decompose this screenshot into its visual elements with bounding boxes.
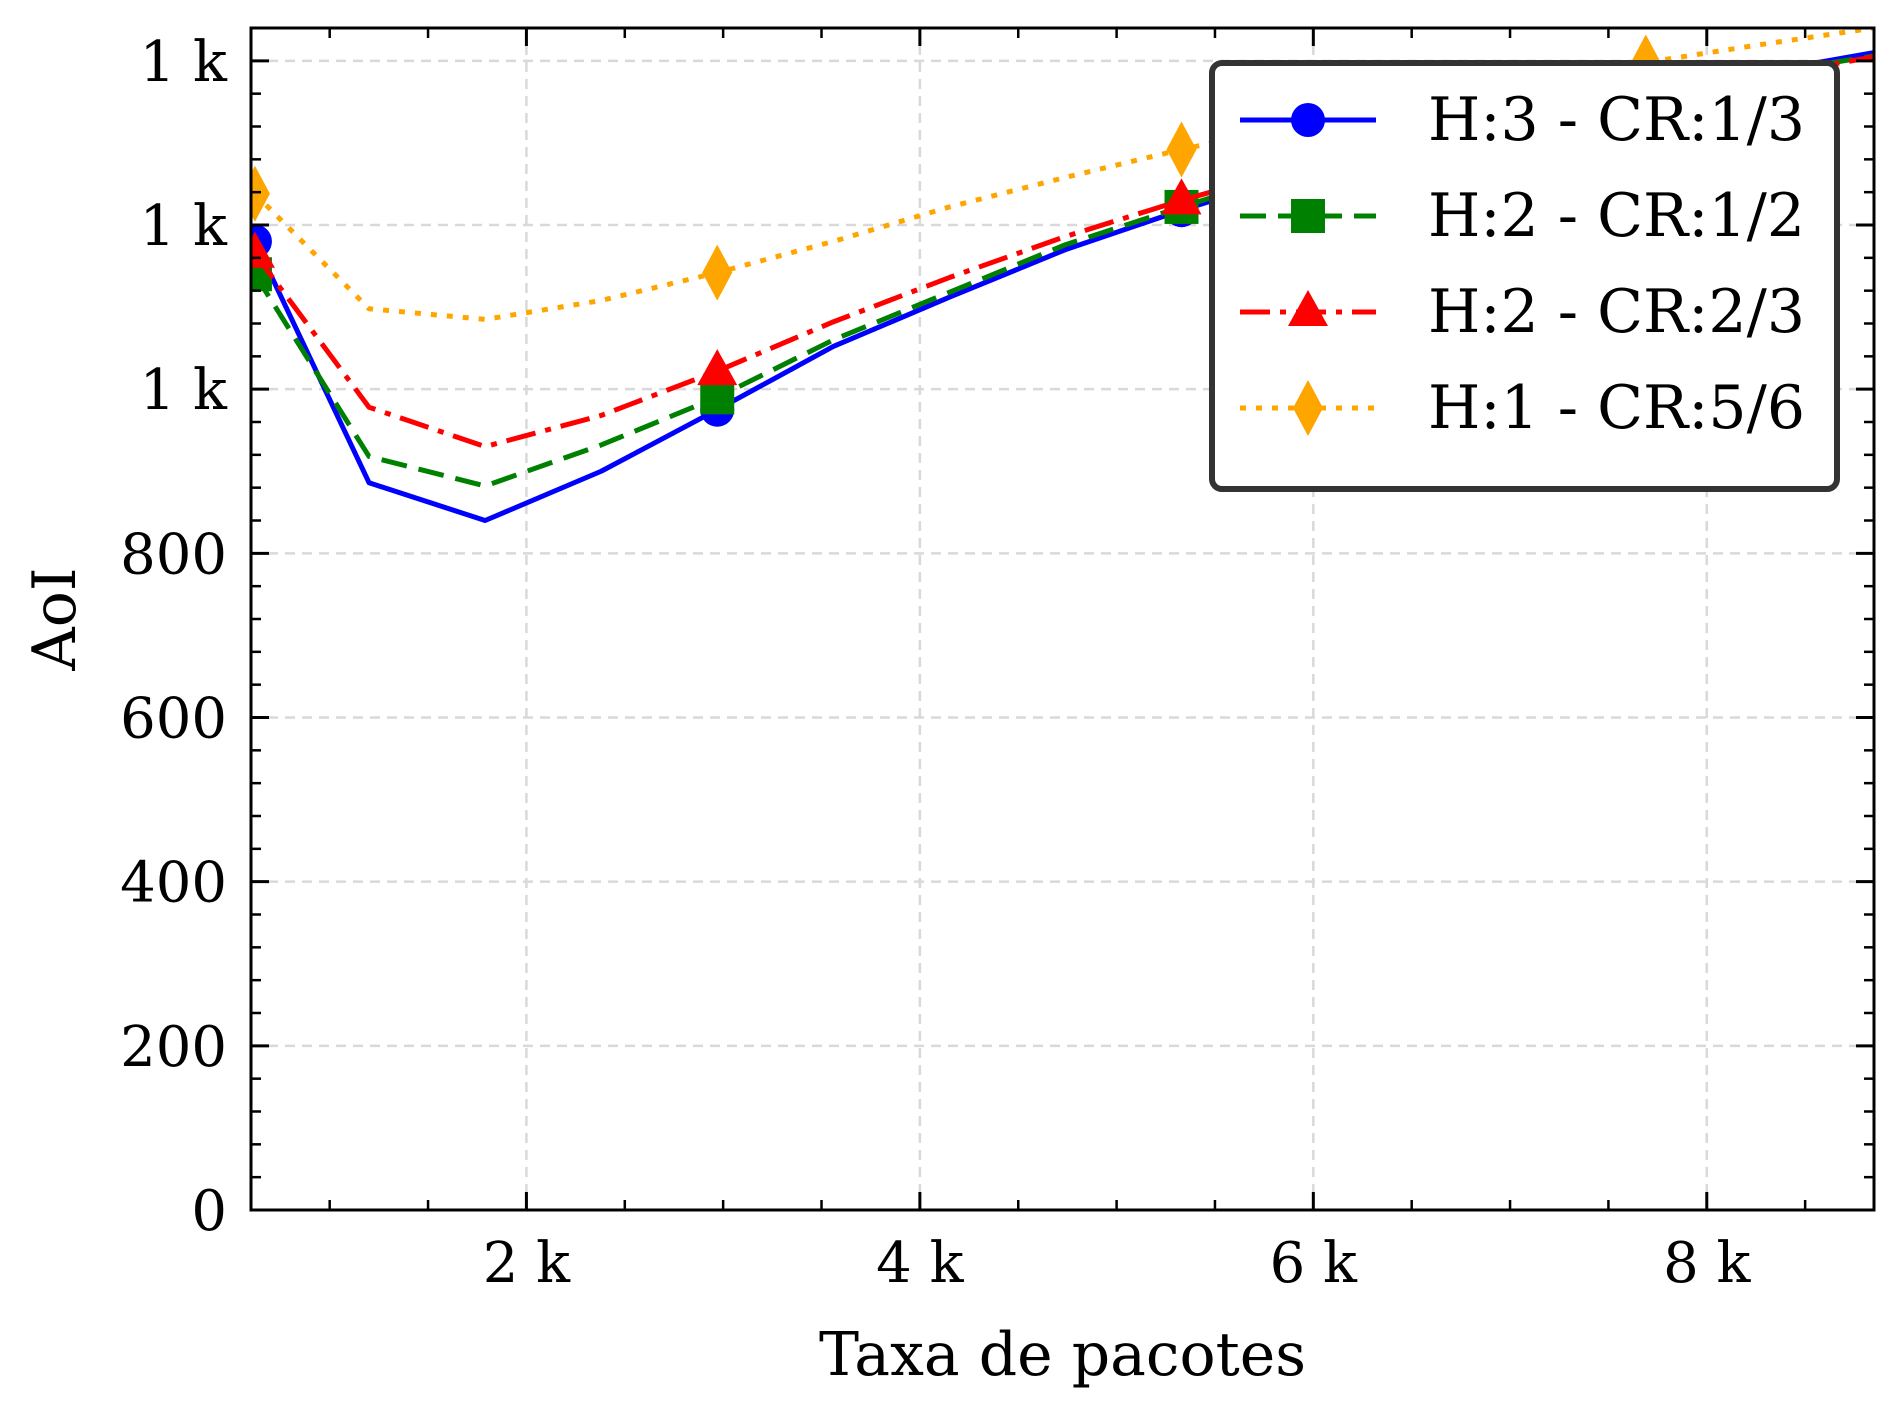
axis-ticks bbox=[251, 26, 1874, 1212]
legend-marker bbox=[1293, 380, 1323, 436]
y-tick-label: 600 bbox=[120, 687, 227, 752]
y-tick-label: 1 k bbox=[140, 30, 228, 95]
legend-marker bbox=[1291, 199, 1325, 233]
legend-box bbox=[1209, 60, 1840, 492]
y-axis-title: AoI bbox=[20, 567, 90, 671]
data-point bbox=[251, 165, 270, 222]
y-tick-label: 0 bbox=[191, 1179, 227, 1244]
data-point bbox=[700, 380, 735, 415]
y-tick-label: 800 bbox=[120, 522, 227, 587]
series-line bbox=[252, 54, 1874, 450]
x-tick-label: 4 k bbox=[876, 1231, 964, 1296]
legend-items: H:3 - CR:1/3 H:2 - CR:1/2 H:2 - CR:2/3 H:1 … bbox=[1240, 85, 1805, 443]
legend-label: H:2 - CR:1/2 bbox=[1428, 181, 1805, 251]
legend-label: H:3 - CR:1/3 bbox=[1428, 85, 1805, 155]
data-point bbox=[702, 244, 733, 301]
data-point bbox=[697, 349, 738, 386]
legend-label: H:1 - CR:5/6 bbox=[1428, 373, 1805, 443]
legend-item: H:2 - CR:1/2 bbox=[1240, 181, 1805, 251]
y-tick-label: 1 k bbox=[140, 358, 228, 423]
x-tick-label: 2 k bbox=[483, 1231, 571, 1296]
x-tick-label: 6 k bbox=[1270, 1231, 1358, 1296]
legend-marker bbox=[1291, 103, 1325, 137]
y-tick-label: 1 k bbox=[140, 194, 228, 259]
x-axis-title: Taxa de pacotes bbox=[819, 1320, 1306, 1390]
y-tick-label: 200 bbox=[120, 1015, 227, 1080]
legend-label: H:2 - CR:2/3 bbox=[1428, 277, 1805, 347]
data-point bbox=[1166, 121, 1197, 178]
legend-marker bbox=[1288, 290, 1328, 326]
legend-item: H:3 - CR:1/3 bbox=[1240, 85, 1805, 155]
legend-item: H:1 - CR:5/6 bbox=[1240, 373, 1805, 443]
legend-item: H:2 - CR:2/3 bbox=[1240, 277, 1805, 347]
x-tick-label: 8 k bbox=[1663, 1231, 1751, 1296]
tick-labels: 2 k 4 k 6 k 8 k 0 200 400 600 800 1 k 1 k 1 k bbox=[120, 30, 1751, 1296]
data-point bbox=[1161, 178, 1202, 215]
legend: H:3 - CR:1/3 H:2 - CR:1/2 H:2 - CR:2/3 H:1 … bbox=[1209, 60, 1840, 492]
y-tick-label: 400 bbox=[120, 851, 227, 916]
